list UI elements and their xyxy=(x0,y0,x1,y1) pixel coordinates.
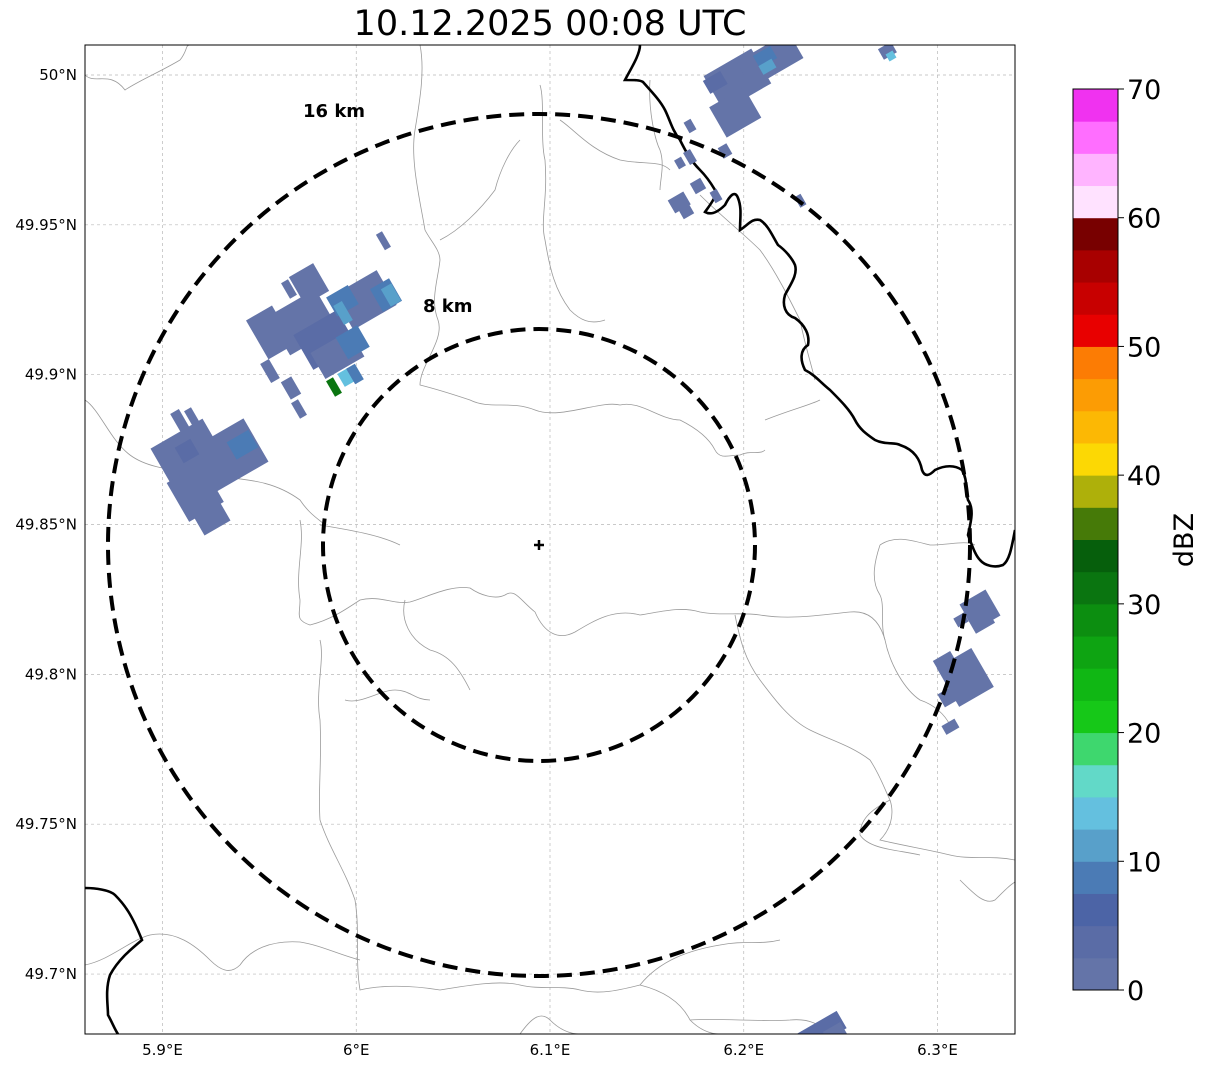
colorbar-swatch xyxy=(1073,185,1118,219)
colorbar-swatch xyxy=(1073,764,1118,798)
lat-tick-label: 50°N xyxy=(39,66,77,84)
lon-tick-label: 6.1°E xyxy=(530,1041,571,1059)
range-ring-8km xyxy=(321,327,757,763)
colorbar-frame xyxy=(1072,88,1119,991)
colorbar-tick-label: 50 xyxy=(1127,332,1161,363)
colorbar-unit-label: dBZ xyxy=(1169,513,1200,567)
colorbar-swatch xyxy=(1073,668,1118,701)
colorbar-swatch xyxy=(1073,153,1118,187)
map-title: 10.12.2025 00:08 UTC xyxy=(353,4,747,44)
colorbar-swatch xyxy=(1073,957,1118,991)
lat-tick-label: 49.9°N xyxy=(25,366,77,384)
colorbar-swatch xyxy=(1073,861,1118,894)
lon-tick-label: 6.2°E xyxy=(723,1041,764,1059)
colorbar-swatch xyxy=(1073,442,1118,476)
latitude-tick-labels: 50°N 49.95°N 49.9°N 49.85°N 49.8°N 49.75°N 49.… xyxy=(15,66,77,983)
colorbar-swatch xyxy=(1073,571,1118,605)
colorbar-swatch xyxy=(1073,217,1118,251)
colorbar-swatch xyxy=(1073,539,1118,573)
colorbar-swatch xyxy=(1073,829,1118,862)
colorbar-swatch xyxy=(1073,410,1118,444)
range-ring-16km xyxy=(106,112,972,978)
lat-tick-label: 49.95°N xyxy=(15,216,77,234)
lon-tick-label: 6°E xyxy=(343,1041,370,1059)
map-gridlines xyxy=(85,45,1015,1034)
colorbar-swatches xyxy=(1073,89,1118,991)
colorbar-swatch xyxy=(1073,507,1118,540)
lat-tick-label: 49.7°N xyxy=(25,965,77,983)
colorbar-tick-label: 20 xyxy=(1127,719,1161,750)
colorbar-swatch xyxy=(1073,378,1118,412)
colorbar-swatch xyxy=(1073,282,1118,315)
colorbar-swatch xyxy=(1073,346,1118,380)
colorbar-swatch xyxy=(1073,89,1118,122)
municipal-boundaries xyxy=(85,45,1015,1034)
colorbar-tick-label: 0 xyxy=(1127,976,1144,1007)
radar-echoes xyxy=(150,45,1001,1034)
ring-label-16km: 16 km xyxy=(303,101,365,122)
radar-center-marker xyxy=(534,540,544,550)
colorbar-tick-label: 70 xyxy=(1127,75,1161,106)
colorbar-swatch xyxy=(1073,732,1118,766)
map-frame xyxy=(84,44,1016,1035)
colorbar: 0 10 20 30 40 50 60 70 dBZ xyxy=(1072,75,1200,1007)
colorbar-swatch xyxy=(1073,475,1118,508)
colorbar-tick-label: 30 xyxy=(1127,590,1161,621)
colorbar-tick-label: 60 xyxy=(1127,204,1161,235)
colorbar-swatch xyxy=(1073,925,1118,959)
colorbar-swatch xyxy=(1073,700,1118,734)
lat-tick-label: 49.85°N xyxy=(15,516,77,534)
colorbar-swatch xyxy=(1073,636,1118,669)
colorbar-swatch xyxy=(1073,603,1118,637)
colorbar-swatch xyxy=(1073,893,1118,927)
longitude-tick-labels: 5.9°E 6°E 6.1°E 6.2°E 6.3°E xyxy=(142,1041,958,1059)
range-rings xyxy=(106,112,972,978)
lat-tick-label: 49.75°N xyxy=(15,815,77,833)
colorbar-swatch xyxy=(1073,121,1118,154)
colorbar-ticks: 0 10 20 30 40 50 60 70 xyxy=(1118,75,1161,1007)
lon-tick-label: 6.3°E xyxy=(917,1041,958,1059)
lon-tick-label: 5.9°E xyxy=(142,1041,183,1059)
colorbar-swatch xyxy=(1073,314,1118,347)
colorbar-tick-label: 10 xyxy=(1127,847,1161,878)
colorbar-swatch xyxy=(1073,249,1118,283)
lat-tick-label: 49.8°N xyxy=(25,665,77,683)
colorbar-tick-label: 40 xyxy=(1127,461,1161,492)
ring-label-8km: 8 km xyxy=(423,296,473,317)
colorbar-swatch xyxy=(1073,796,1118,830)
